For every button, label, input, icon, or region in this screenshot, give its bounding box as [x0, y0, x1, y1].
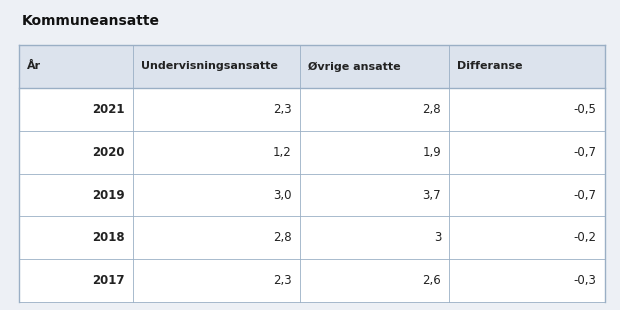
Text: 2,3: 2,3 — [273, 274, 292, 287]
Text: 2018: 2018 — [92, 232, 125, 244]
Text: 2,8: 2,8 — [423, 103, 441, 116]
Text: 2017: 2017 — [92, 274, 125, 287]
Text: -0,3: -0,3 — [574, 274, 596, 287]
Text: -0,5: -0,5 — [574, 103, 596, 116]
Text: Kommuneansatte: Kommuneansatte — [22, 14, 160, 28]
Text: År: År — [27, 61, 41, 71]
Text: 2019: 2019 — [92, 188, 125, 202]
Text: 1,9: 1,9 — [422, 146, 441, 159]
Text: 2021: 2021 — [92, 103, 125, 116]
Text: Differanse: Differanse — [458, 61, 523, 71]
Text: 3,7: 3,7 — [423, 188, 441, 202]
Text: 2,6: 2,6 — [422, 274, 441, 287]
Text: Øvrige ansatte: Øvrige ansatte — [308, 61, 401, 72]
Text: 1,2: 1,2 — [273, 146, 292, 159]
Text: -0,7: -0,7 — [574, 146, 596, 159]
Text: 3: 3 — [434, 232, 441, 244]
Text: 2,3: 2,3 — [273, 103, 292, 116]
Text: -0,2: -0,2 — [574, 232, 596, 244]
Text: 2,8: 2,8 — [273, 232, 292, 244]
Text: Undervisningsansatte: Undervisningsansatte — [141, 61, 278, 71]
Text: 2020: 2020 — [92, 146, 125, 159]
Text: -0,7: -0,7 — [574, 188, 596, 202]
Text: 3,0: 3,0 — [273, 188, 292, 202]
